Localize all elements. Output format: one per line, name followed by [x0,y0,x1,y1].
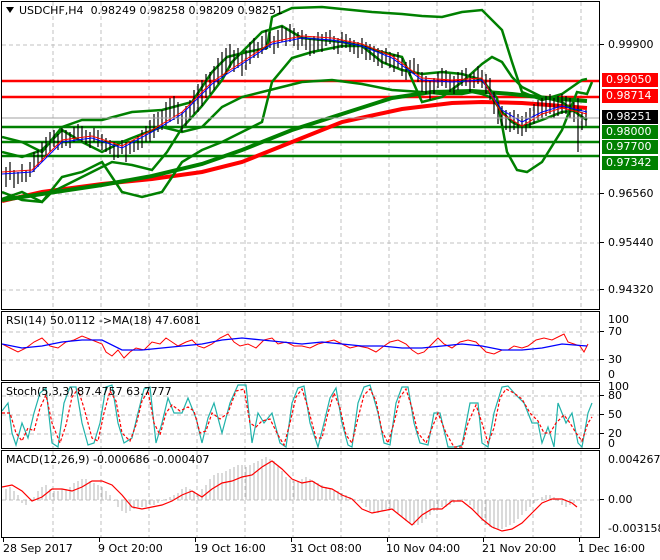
stochastic-panel[interactable]: Stoch(5,3,3) 87.4757 63.7777 [1,382,600,449]
rsi-tick-30: 30 [608,353,622,366]
time-label-1: 9 Oct 20:00 [98,542,163,555]
stoch-tick-20: 20 [608,427,622,440]
rsi-tick-70: 70 [608,325,622,338]
current-price-tag: 0.98251 [602,110,658,124]
triangle-down-icon[interactable] [6,7,14,13]
macd-tick-max: 0.004267 [608,453,660,466]
rsi-plot [2,312,599,380]
stoch-tick-0: 0 [608,437,615,450]
level-tag-support-3: 0.97342 [602,156,658,170]
time-axis: 28 Sep 2017 9 Oct 20:00 19 Oct 16:00 31 … [0,538,660,560]
rsi-tick-100: 100 [608,313,629,326]
time-label-0: 28 Sep 2017 [3,542,73,555]
rsi-axis: 100 70 30 0 [600,311,660,381]
macd-title: MACD(12,26,9) -0.000686 -0.000407 [6,453,210,466]
time-label-3: 31 Oct 08:00 [290,542,362,555]
rsi-panel[interactable]: RSI(14) 50.0112 ->MA(18) 47.6081 [1,311,600,381]
time-label-6: 1 Dec 16:00 [578,542,645,555]
macd-tick-min: -0.003158 [608,522,660,535]
time-label-5: 21 Nov 20:00 [482,542,557,555]
level-tag-resistance-1: 0.99050 [602,73,658,87]
rsi-tick-0: 0 [608,368,615,381]
price-chart-panel[interactable]: USDCHF,H4 0.98249 0.98258 0.98209 0.9825… [1,1,600,310]
price-tick-0: 0.99900 [608,38,654,51]
chart-header: USDCHF,H4 0.98249 0.98258 0.98209 0.9825… [6,4,283,17]
price-chart-plot [2,2,599,309]
stoch-axis: 100 80 50 20 0 [600,380,660,450]
stoch-tick-80: 80 [608,389,622,402]
macd-panel[interactable]: MACD(12,26,9) -0.000686 -0.000407 [1,450,600,538]
rsi-title: RSI(14) 50.0112 ->MA(18) 47.6081 [6,314,201,327]
price-tick-1: 0.96560 [608,187,654,200]
stoch-plot [2,383,599,448]
level-tag-support-1: 0.98000 [602,125,658,139]
macd-tick-zero: 0.00 [608,493,633,506]
price-tick-3: 0.94320 [608,283,654,296]
price-axis: 0.99900 0.96560 0.95440 0.94320 0.99050 … [600,1,660,310]
macd-axis: 0.004267 0.00 -0.003158 [600,450,660,538]
stoch-tick-100: 100 [608,380,629,393]
stoch-title: Stoch(5,3,3) 87.4757 63.7777 [6,385,172,398]
time-label-2: 19 Oct 16:00 [194,542,266,555]
price-tick-2: 0.95440 [608,236,654,249]
stoch-tick-50: 50 [608,408,622,421]
macd-histogram [5,457,575,529]
level-tag-support-2: 0.97700 [602,140,658,154]
ohlc-values: 0.98249 0.98258 0.98209 0.98251 [90,4,284,17]
time-label-4: 10 Nov 04:00 [386,542,461,555]
macd-plot [2,451,599,537]
level-tag-resistance-2: 0.98714 [602,89,658,103]
symbol-label: USDCHF,H4 [19,4,84,17]
